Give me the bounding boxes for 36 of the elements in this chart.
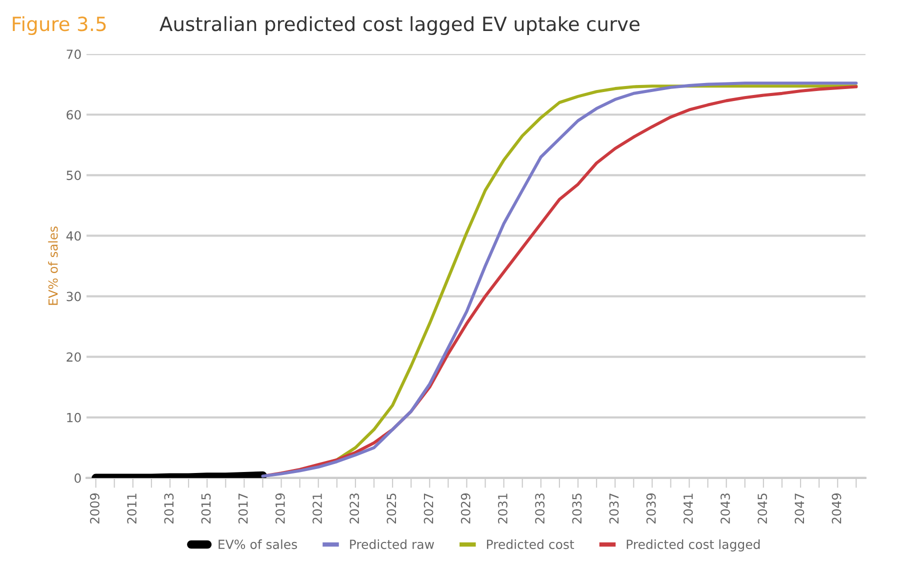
x-tick-label: 2011	[127, 494, 137, 524]
legend-label: Predicted cost lagged	[626, 539, 760, 552]
x-tick-label: 2017	[238, 494, 248, 524]
y-tick-label: 30	[66, 292, 81, 302]
y-tick-label: 60	[66, 110, 81, 120]
x-tick-label: 2047	[794, 494, 804, 524]
x-tick-label: 2031	[498, 494, 508, 524]
x-tick-label: 2037	[609, 494, 619, 524]
x-tick-label: 2039	[646, 493, 656, 524]
y-tick-label: 50	[66, 170, 81, 180]
x-tick-label: 2049	[832, 493, 842, 524]
legend-label: Predicted cost	[487, 539, 574, 550]
legend-label: Predicted raw	[350, 539, 434, 550]
y-tick-label: 0	[74, 473, 81, 483]
x-tick-label: 2009	[90, 493, 100, 524]
x-tick-label: 2041	[683, 494, 693, 524]
x-tick-label: 2027	[424, 494, 434, 524]
y-tick-label: 70	[66, 50, 81, 59]
x-tick-label: 2019	[275, 493, 285, 524]
chart-title: Australian predicted cost lagged EV uptake curve	[160, 16, 640, 36]
y-tick-label: 10	[67, 412, 81, 422]
caption: Figure 3.5	[12, 16, 106, 36]
x-tick-label: 2033	[535, 494, 545, 524]
x-tick-label: 2025	[386, 494, 396, 524]
x-tick-label: 2045	[758, 494, 768, 524]
legend-label: EV% of sales	[218, 539, 298, 550]
x-tick-label: 2035	[572, 494, 582, 524]
x-tick-label: 2013	[164, 494, 174, 524]
x-tick-label: 2043	[720, 494, 730, 524]
x-tick-label: 2021	[312, 494, 322, 524]
y-tick-label: 40	[66, 231, 81, 241]
x-tick-label: 2029	[460, 493, 470, 524]
x-tick-label: 2023	[350, 494, 360, 524]
y-tick-label: 20	[66, 352, 81, 362]
y-axis-title: EV% of sales	[48, 226, 58, 305]
x-tick-label: 2015	[201, 494, 211, 524]
